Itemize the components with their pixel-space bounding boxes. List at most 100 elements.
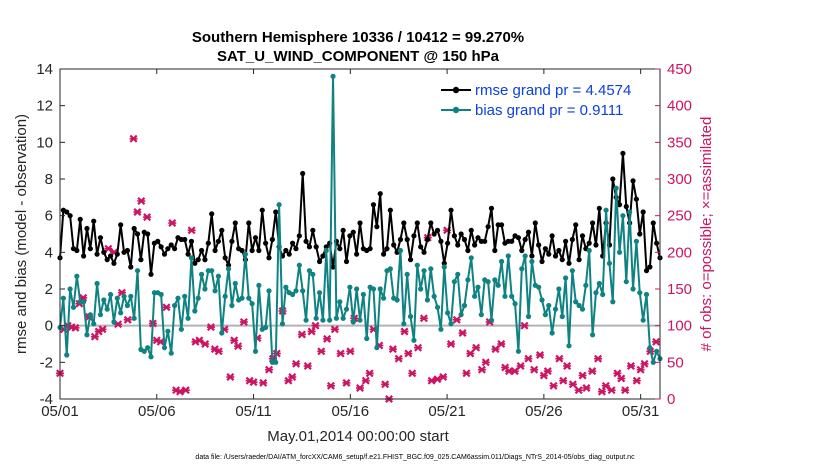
bias-point <box>296 262 302 268</box>
bias-point <box>246 295 252 301</box>
bias-point <box>306 268 313 274</box>
rmse-point <box>384 246 390 252</box>
bias-point <box>215 273 222 279</box>
bias-point <box>111 319 117 325</box>
obs-point <box>394 354 403 363</box>
bias-point <box>478 312 484 318</box>
rmse-point <box>407 257 414 263</box>
bias-point <box>627 209 633 215</box>
bias-point <box>87 312 93 318</box>
bias-point <box>515 348 522 354</box>
rmse-point <box>266 255 272 261</box>
legend-bias-label: bias grand pr = 0.9111 <box>475 102 623 119</box>
bias-point <box>374 345 380 351</box>
obs-point <box>419 314 428 323</box>
rmse-point <box>145 231 151 237</box>
obs-point <box>388 345 397 354</box>
rmse-point <box>610 176 616 182</box>
bias-point <box>178 326 184 332</box>
obs-point <box>462 369 471 378</box>
bias-point <box>67 286 73 292</box>
rmse-point <box>101 249 107 255</box>
rmse-point <box>249 247 255 254</box>
rmse-point <box>475 235 481 241</box>
bias-point <box>343 306 350 312</box>
bias-point <box>505 253 511 259</box>
bias-point <box>195 295 201 301</box>
rmse-point <box>168 242 174 248</box>
y2-tick-label: 0 <box>667 391 675 408</box>
obs-point <box>549 381 558 390</box>
rmse-point <box>323 244 329 250</box>
obs-point <box>530 365 539 374</box>
obs-point <box>201 340 210 348</box>
rmse-point <box>424 236 431 243</box>
rmse-point <box>219 227 225 233</box>
bias-point <box>158 291 164 298</box>
rmse-point <box>428 220 434 226</box>
rmse-point <box>522 236 528 243</box>
bias-point <box>192 308 198 314</box>
bias-point <box>539 297 545 303</box>
rmse-point <box>620 150 626 156</box>
rmse-point <box>539 258 545 265</box>
obs-point <box>356 384 364 392</box>
rmse-point <box>172 246 178 252</box>
rmse-point <box>596 205 602 211</box>
obs-point <box>617 374 626 383</box>
y-tick-label: -4 <box>40 391 53 408</box>
rmse-point <box>131 225 137 232</box>
rmse-point <box>488 205 495 211</box>
obs-point <box>652 337 661 346</box>
rmse-point <box>283 247 289 254</box>
obs-point <box>458 329 467 337</box>
rmse-point <box>273 209 279 215</box>
bias-point <box>428 266 434 272</box>
rmse-point <box>354 251 360 257</box>
obs-point <box>404 349 413 358</box>
bias-point <box>128 293 134 299</box>
rmse-point <box>134 231 141 237</box>
bias-point <box>451 279 457 285</box>
rmse-point <box>64 209 70 215</box>
bias-point <box>60 295 66 301</box>
bias-point <box>364 335 370 342</box>
rmse-point <box>195 257 201 263</box>
bias-point <box>458 312 464 318</box>
bias-point <box>381 295 387 301</box>
obs-point <box>129 134 138 143</box>
rmse-point <box>114 251 120 257</box>
rmse-point <box>525 229 532 235</box>
rmse-point <box>387 207 393 213</box>
rmse-point <box>549 233 555 239</box>
bias-point <box>70 304 77 310</box>
obs-point <box>632 376 641 385</box>
rmse-point <box>269 236 275 243</box>
rmse-point <box>225 262 232 268</box>
rmse-point <box>256 247 262 254</box>
rmse-point <box>209 211 215 217</box>
bias-point <box>148 354 154 360</box>
bias-point <box>165 328 171 334</box>
legend-bias-marker <box>452 106 460 114</box>
rmse-point <box>559 257 565 263</box>
obs-point <box>543 367 552 376</box>
legend-rmse-marker <box>452 86 460 94</box>
rmse-point <box>77 216 83 222</box>
rmse-point <box>418 244 424 250</box>
rmse-point <box>650 220 656 226</box>
rmse-point <box>377 191 383 197</box>
legend: rmse grand pr = 4.4574 bias grand pr = 0… <box>438 77 653 123</box>
y-tick-label: -2 <box>40 354 53 371</box>
bias-point <box>242 251 248 257</box>
rmse-point <box>343 258 350 265</box>
bias-point <box>370 286 377 292</box>
obs-point <box>472 343 481 352</box>
obs-point <box>563 362 572 370</box>
bias-point <box>104 306 110 312</box>
bias-point <box>445 310 451 316</box>
obs-point <box>123 315 132 324</box>
x-tick-label: 05/06 <box>138 403 176 420</box>
bias-point <box>232 280 238 287</box>
obs-point <box>181 386 190 395</box>
